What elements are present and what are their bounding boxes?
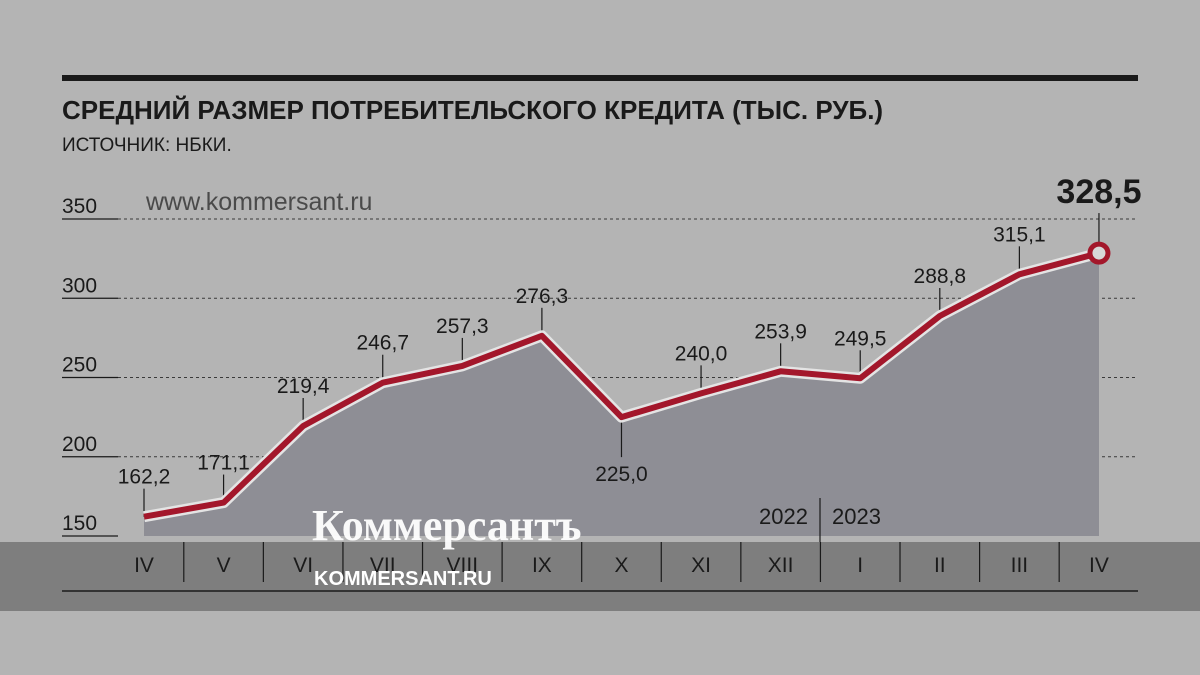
data-label: 219,4 <box>277 375 330 398</box>
y-tick-label: 300 <box>62 274 97 297</box>
x-tick-label: I <box>857 554 863 577</box>
end-point-marker <box>1087 241 1111 265</box>
x-tick-label: XI <box>691 554 711 577</box>
x-tick-label: XII <box>768 554 794 577</box>
y-tick-label: 250 <box>62 354 97 377</box>
x-tick-label: IV <box>1089 554 1109 577</box>
data-label: 249,5 <box>834 327 887 350</box>
x-tick-label: VII <box>370 554 396 577</box>
data-label: 315,1 <box>993 223 1046 246</box>
year-label-2022: 2022 <box>759 504 808 529</box>
chart-title: СРЕДНИЙ РАЗМЕР ПОТРЕБИТЕЛЬСКОГО КРЕДИТА … <box>62 95 883 125</box>
x-tick-label: IV <box>134 554 154 577</box>
data-label: 171,1 <box>197 452 250 475</box>
data-label: 162,2 <box>118 466 171 489</box>
kommersant-logo-sub: KOMMERSANT.RU <box>314 568 492 590</box>
x-tick-label: VIII <box>447 554 479 577</box>
data-label: 276,3 <box>516 285 569 308</box>
watermark-text: www.kommersant.ru <box>145 188 372 216</box>
data-label: 288,8 <box>914 265 967 288</box>
x-tick-label: IX <box>532 554 552 577</box>
x-tick-label: II <box>934 554 946 577</box>
data-label: 246,7 <box>356 332 409 355</box>
data-label: 257,3 <box>436 315 489 338</box>
kommersant-logo: Коммерсантъ <box>312 501 582 550</box>
data-label: 253,9 <box>754 320 807 343</box>
data-label: 328,5 <box>1056 173 1141 211</box>
series-line <box>143 250 1100 520</box>
x-tick-label: V <box>217 554 231 577</box>
y-axis: 150 200 250 300 350 <box>62 195 97 535</box>
top-rule <box>62 75 1138 81</box>
area-fill <box>144 253 1099 536</box>
y-tick-label: 350 <box>62 195 97 218</box>
axis-band <box>0 542 1200 611</box>
data-label: 225,0 <box>595 463 648 486</box>
y-tick-label: 150 <box>62 512 97 535</box>
y-tick-label: 200 <box>62 433 97 456</box>
chart-source: ИСТОЧНИК: НБКИ. <box>62 135 232 156</box>
x-tick-label: X <box>614 554 628 577</box>
x-tick-label: VI <box>293 554 313 577</box>
year-label-2023: 2023 <box>832 504 881 529</box>
data-labels: 162,2 171,1 219,4 246,7 257,3 276,3 225,0 240,0… <box>118 173 1142 489</box>
x-tick-label: III <box>1011 554 1029 577</box>
data-label: 240,0 <box>675 342 728 365</box>
x-axis: IV V VI VII VIII IX X XI XII I II III IV <box>134 542 1109 582</box>
